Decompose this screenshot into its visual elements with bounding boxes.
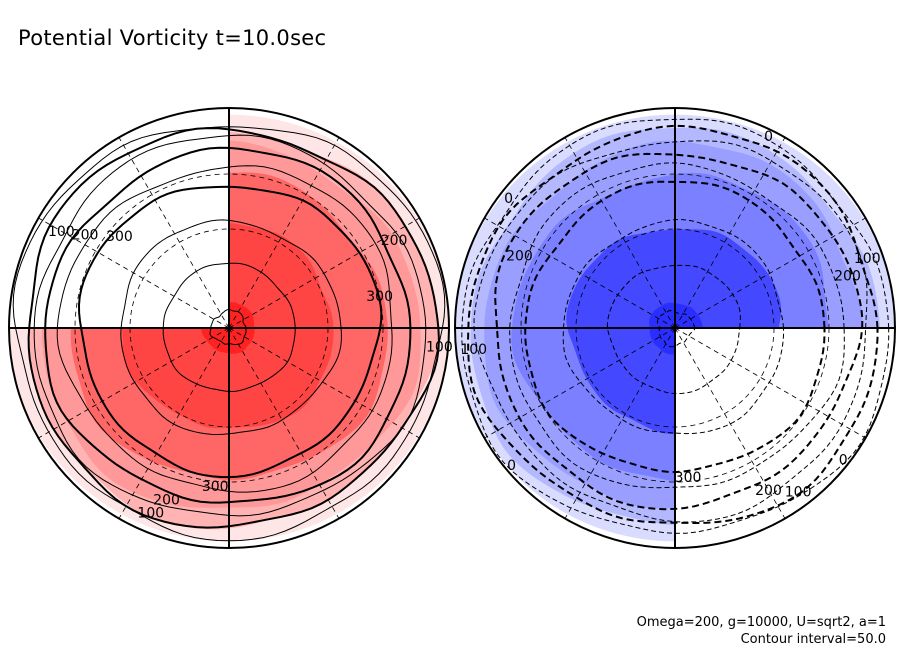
contour-label: 200 [381, 233, 408, 249]
meridian-line [564, 327, 676, 519]
contour-label: 300 [202, 479, 229, 495]
white-quadrant [675, 328, 895, 548]
meridian-line [228, 327, 420, 439]
contour-line [494, 152, 864, 511]
meridian-line [118, 137, 230, 329]
contour-line [509, 162, 845, 489]
meridian-line [674, 327, 786, 519]
meridian-line [484, 217, 676, 329]
meridian-line [564, 137, 676, 329]
meridian-line [228, 327, 340, 519]
contour-label: 100 [48, 224, 75, 240]
contour-label: 0 [507, 458, 516, 474]
contour-label: 200 [755, 483, 782, 499]
contour-label: 200 [506, 248, 533, 264]
hemisphere-outline [454, 107, 896, 549]
chart-footer: Omega=200, g=10000, U=sqrt2, a=1 Contour… [637, 614, 886, 648]
contour-label: 200 [153, 493, 180, 509]
contour-line [606, 264, 741, 395]
contour-label: 100 [785, 484, 812, 500]
panel-body [9, 108, 449, 542]
meridian-line [484, 327, 676, 439]
contour-label: 100 [854, 251, 881, 267]
meridian-line [674, 217, 866, 329]
contour-label: 100 [460, 342, 487, 358]
contour-label: 0 [764, 129, 773, 145]
meridian-line [118, 327, 230, 519]
meridian-line [228, 217, 420, 329]
contour-label: 300 [366, 289, 393, 305]
meridian-line [674, 137, 786, 329]
contour-interval-text: Contour interval=50.0 [740, 632, 886, 647]
meridian-line [228, 137, 340, 329]
chart-title: Potential Vorticity t=10.0sec [18, 26, 327, 50]
contour-label: 200 [834, 268, 861, 284]
contour-label: 100 [137, 505, 164, 521]
meridian-line [38, 327, 230, 439]
contour-label: 200 [72, 228, 99, 244]
contour-label: 0 [839, 452, 848, 468]
white-quadrant [9, 108, 229, 328]
contour-label: 300 [106, 229, 133, 245]
meridian-line [38, 217, 230, 329]
parameters-text: Omega=200, g=10000, U=sqrt2, a=1 [636, 615, 886, 630]
contour-label: 100 [426, 339, 453, 355]
meridian-line [674, 327, 866, 439]
contour-label: 0 [504, 191, 513, 207]
contour-label: 300 [675, 470, 702, 486]
hemisphere-outline [8, 107, 450, 549]
